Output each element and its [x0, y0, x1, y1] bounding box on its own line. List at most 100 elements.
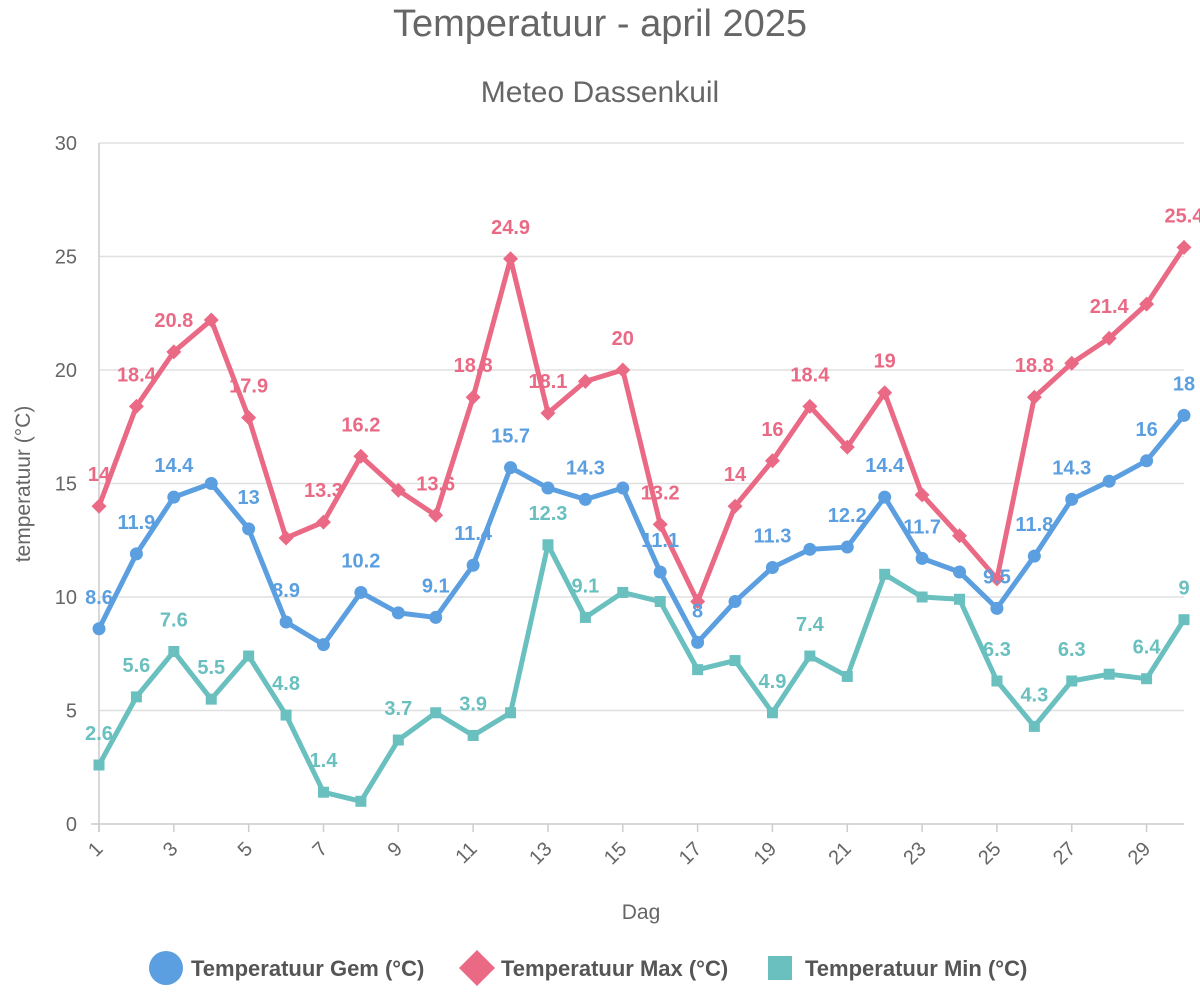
legend-item-1: Temperatuur Gem (°C) [149, 951, 424, 985]
data-point [727, 498, 743, 514]
data-label: 14.3 [566, 457, 605, 479]
data-point [317, 786, 329, 798]
data-label: 18.4 [790, 364, 830, 386]
data-label: 5.5 [197, 657, 225, 679]
data-label: 13.3 [304, 480, 343, 502]
data-label: 7.4 [796, 614, 825, 636]
data-point [691, 635, 705, 649]
y-axis-label: temperatuur (°C) [12, 406, 35, 563]
legend: Temperatuur Gem (°C) Temperatuur Max (°C)… [149, 950, 1027, 986]
data-point [765, 560, 779, 574]
data-point [954, 593, 966, 605]
data-point [1176, 239, 1192, 255]
data-point [729, 655, 741, 667]
data-point [429, 610, 443, 624]
data-label: 5.6 [123, 655, 151, 677]
data-point [841, 670, 853, 682]
data-point [579, 611, 591, 623]
data-label: 17.9 [229, 376, 268, 398]
data-point [241, 410, 257, 426]
data-point [654, 596, 666, 608]
data-point [577, 373, 593, 389]
x-tick-label: 25 [974, 838, 1005, 869]
legend-label: Temperatuur Gem (°C) [191, 956, 424, 981]
chart-title: Temperatuur - april 2025 [393, 3, 807, 45]
data-label: 25.4 [1165, 205, 1200, 227]
data-label: 4.8 [272, 673, 300, 695]
data-point [166, 344, 182, 360]
data-point [915, 551, 929, 565]
data-label: 14 [88, 464, 111, 486]
data-point [953, 565, 967, 579]
series-line [96, 244, 1187, 605]
data-label: 7.6 [160, 609, 188, 631]
data-point [130, 691, 142, 703]
data-point [877, 385, 893, 401]
data-point [205, 693, 217, 705]
x-tick-label: 5 [234, 838, 257, 861]
data-point [167, 490, 181, 504]
data-point [804, 650, 816, 662]
data-point [990, 601, 1004, 615]
data-point [1027, 549, 1041, 563]
data-label: 11.8 [1015, 514, 1053, 536]
x-axis-label: Dag [622, 901, 661, 924]
x-tick-label: 9 [383, 838, 406, 861]
y-tick-label: 5 [66, 701, 77, 723]
x-tick-label: 11 [451, 838, 481, 868]
data-label: 11.3 [754, 525, 792, 547]
data-point [840, 540, 854, 554]
y-tick-label: 15 [55, 474, 77, 496]
data-point [168, 645, 180, 657]
data-label: 15.7 [491, 426, 530, 448]
legend-item-3: Temperatuur Min (°C) [768, 956, 1027, 981]
x-tick-label: 17 [675, 838, 706, 869]
data-point [728, 595, 742, 609]
data-point [1028, 720, 1040, 732]
y-tick-label: 25 [55, 247, 77, 269]
series-1 [92, 408, 1191, 652]
data-point [93, 759, 105, 771]
data-label: 13 [238, 487, 260, 509]
data-label: 20 [612, 328, 634, 350]
data-labels: 8.6 11.9 14.4 13 8.9 10.2 9.1 11.4 15.7 14.3 11.1 8… [85, 205, 1200, 772]
data-point [203, 312, 219, 328]
data-label: 8.9 [272, 580, 300, 602]
data-label: 14 [724, 464, 747, 486]
data-point [916, 591, 928, 603]
data-point [466, 558, 480, 572]
data-point [391, 606, 405, 620]
data-label: 19 [874, 351, 896, 373]
data-label: 14.4 [154, 455, 194, 477]
chart-subtitle: Meteo Dassenkuil [481, 76, 719, 109]
data-point [540, 405, 556, 421]
data-label: 18.8 [1015, 355, 1054, 377]
data-point [316, 638, 330, 652]
x-tick-label: 21 [825, 838, 856, 869]
x-tick-label: 3 [159, 838, 182, 861]
data-label: 16.2 [341, 414, 380, 436]
data-point [430, 707, 442, 719]
data-label: 18 [1173, 373, 1195, 395]
data-label: 11.9 [117, 512, 155, 534]
data-point [92, 622, 106, 636]
series-line [96, 412, 1187, 648]
data-label: 3.9 [459, 693, 487, 715]
data-point [129, 547, 143, 561]
data-point [1141, 673, 1153, 685]
data-point [503, 251, 519, 267]
y-tick-label: 20 [55, 360, 77, 382]
data-label: 2.6 [85, 723, 113, 745]
data-label: 12.3 [528, 503, 567, 525]
data-point [1178, 614, 1190, 626]
data-label: 14.3 [1052, 457, 1091, 479]
data-point [991, 675, 1003, 687]
legend-marker-circle [149, 951, 183, 985]
data-label: 9.5 [983, 566, 1011, 588]
x-tick-label: 7 [309, 838, 332, 861]
data-point [280, 709, 292, 721]
data-label: 4.3 [1020, 684, 1048, 706]
data-point [652, 516, 668, 532]
data-point [505, 707, 517, 719]
